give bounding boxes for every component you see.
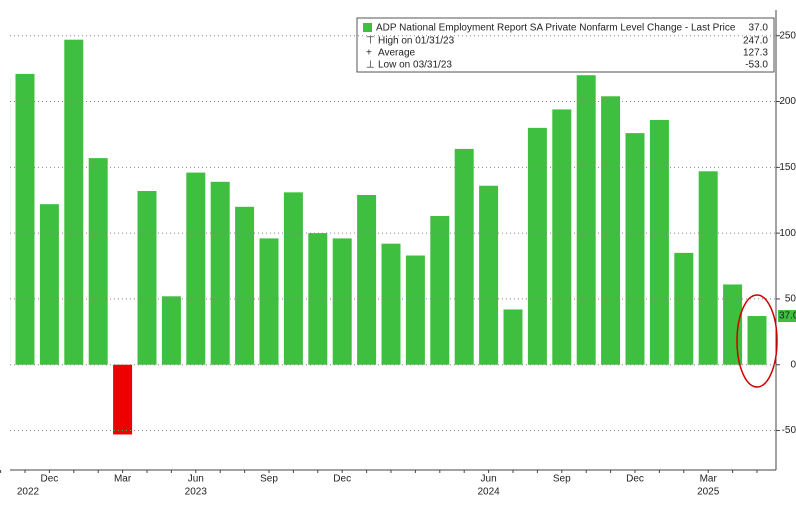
- bar: [625, 133, 645, 365]
- bar: [527, 127, 547, 365]
- legend-icon: ⊤: [366, 36, 375, 47]
- legend-value: 37.0: [749, 23, 769, 34]
- bar: [88, 158, 108, 365]
- x-tick-label: Mar: [114, 474, 132, 485]
- y-tick-label: 100: [779, 228, 796, 239]
- bar: [161, 296, 181, 365]
- y-tick-label: 250: [779, 30, 796, 41]
- year-label: 2022: [17, 487, 40, 498]
- bar: [649, 119, 669, 365]
- bar: [698, 171, 718, 365]
- x-tick-label: Sep: [553, 474, 571, 485]
- x-tick-label: Dec: [333, 474, 351, 485]
- legend-label: High on 01/31/23: [378, 36, 455, 47]
- y-tick-label: -50: [782, 425, 796, 436]
- bar: [210, 181, 230, 365]
- bar: [235, 206, 255, 365]
- y-tick-label: 50: [785, 294, 796, 305]
- x-tick-label: Jun: [188, 474, 204, 485]
- bars: [10, 39, 767, 435]
- bar: [405, 255, 425, 365]
- last-price-tag: [778, 310, 796, 323]
- legend-value: 127.3: [743, 48, 768, 59]
- bar: [64, 39, 84, 365]
- legend-label: Low on 03/31/23: [378, 60, 452, 71]
- legend-title: ADP National Employment Report SA Privat…: [376, 23, 736, 34]
- legend-label: Average: [378, 48, 416, 59]
- x-tick-label: Dec: [41, 474, 59, 485]
- bar: [283, 192, 303, 365]
- bar: [15, 73, 35, 365]
- last-price-label: 37.0: [779, 311, 796, 322]
- bar: [576, 75, 596, 365]
- bar: [503, 309, 523, 365]
- year-label: 2024: [477, 487, 500, 498]
- legend-value: 247.0: [743, 36, 768, 47]
- bar: [308, 233, 328, 365]
- bar: [723, 284, 743, 365]
- y-tick-label: 0: [790, 359, 796, 370]
- x-tick-label: Dec: [626, 474, 644, 485]
- x-tick-label: Mar: [700, 474, 718, 485]
- highlight-ellipse: [736, 294, 778, 388]
- legend-swatch: [363, 23, 372, 32]
- x-tick-label: Sep: [260, 474, 278, 485]
- bar: [10, 77, 11, 365]
- bar: [674, 252, 694, 365]
- y-tick-label: 150: [779, 162, 796, 173]
- y-tick-label: 200: [779, 96, 796, 107]
- legend-value: -53.0: [745, 60, 768, 71]
- bar: [186, 172, 206, 365]
- bar: [747, 316, 767, 365]
- legend-box: [356, 17, 775, 73]
- x-tick-label: Jun: [481, 474, 497, 485]
- year-label: 2025: [697, 487, 720, 498]
- bar: [137, 191, 157, 365]
- bar: [552, 109, 572, 365]
- bar: [113, 364, 133, 435]
- bar: [430, 216, 450, 365]
- bar: [454, 148, 474, 365]
- bar: [381, 243, 401, 365]
- bar: [479, 185, 499, 365]
- bar: [332, 238, 352, 365]
- legend-icon: ⊥: [366, 60, 375, 71]
- bar: [357, 194, 377, 365]
- bar: [39, 204, 59, 365]
- bar: [601, 96, 621, 365]
- legend-icon: +: [366, 48, 372, 59]
- legend: ADP National Employment Report SA Privat…: [356, 17, 775, 73]
- year-label: 2023: [185, 487, 208, 498]
- bar: [259, 238, 279, 365]
